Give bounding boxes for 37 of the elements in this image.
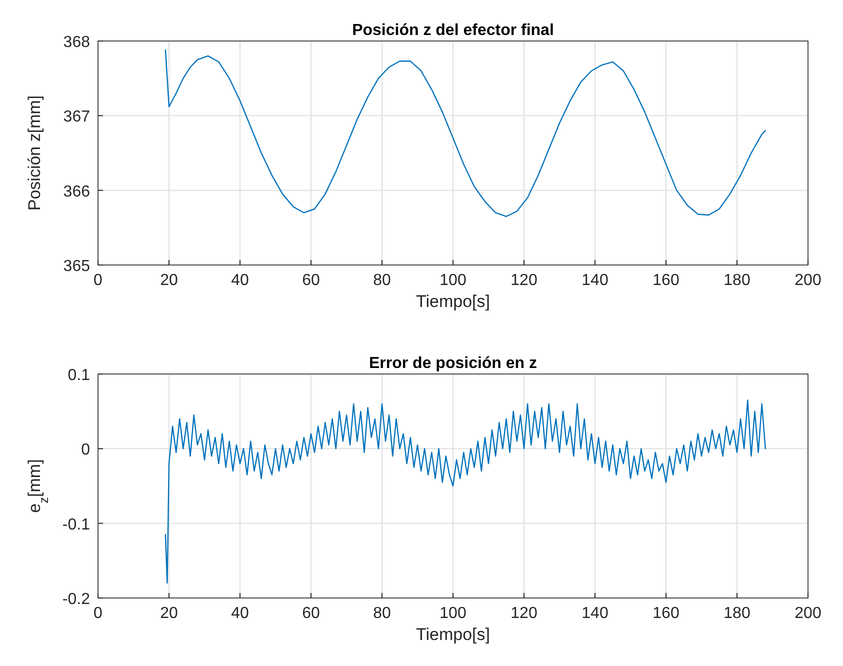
x-tick-label: 40 (231, 605, 249, 622)
x-tick-label: 100 (440, 605, 466, 622)
y-tick-label: 367 (63, 108, 90, 126)
y-tick-label: -0.2 (62, 591, 90, 608)
x-tick-label: 160 (652, 605, 680, 622)
x-tick-label: 80 (373, 272, 391, 289)
x-tick-label: 0 (94, 272, 103, 289)
x-tick-label: 140 (582, 272, 608, 289)
x-tick-label: 40 (231, 272, 249, 289)
x-tick-label: 120 (510, 605, 538, 622)
x-tick-label: 140 (582, 605, 608, 622)
x-tick-label: 180 (724, 272, 750, 289)
x-tick-label: 200 (794, 605, 822, 622)
chart-title: Posición z del efector final (352, 22, 554, 39)
y-tick-label: -0.1 (62, 516, 90, 534)
chart-title: Error de posición en z (368, 355, 538, 372)
x-axis-title: Tiempo[s] (416, 625, 490, 644)
x-tick-label: 0 (94, 605, 103, 622)
x-tick-label: 180 (724, 605, 750, 622)
y-tick-label: 365 (63, 258, 90, 275)
x-tick-label: 60 (302, 272, 320, 289)
x-tick-label: 120 (510, 272, 538, 289)
x-tick-label: 160 (652, 272, 680, 289)
x-tick-label: 20 (160, 605, 178, 622)
y-tick-label: 0 (81, 442, 90, 459)
y-tick-label: 0.1 (68, 367, 90, 384)
x-tick-label: 20 (160, 272, 178, 289)
x-tick-label: 60 (302, 605, 320, 622)
x-tick-label: 80 (373, 605, 391, 622)
y-tick-label: 368 (63, 34, 90, 51)
y-tick-label: 366 (63, 183, 90, 200)
x-tick-label: 200 (794, 272, 822, 289)
line-series (164, 400, 766, 584)
y-axis-title: Posición z[mm] (25, 95, 44, 211)
line-series (164, 49, 766, 218)
x-tick-label: 100 (440, 272, 466, 289)
x-axis-title: Tiempo[s] (416, 292, 490, 311)
